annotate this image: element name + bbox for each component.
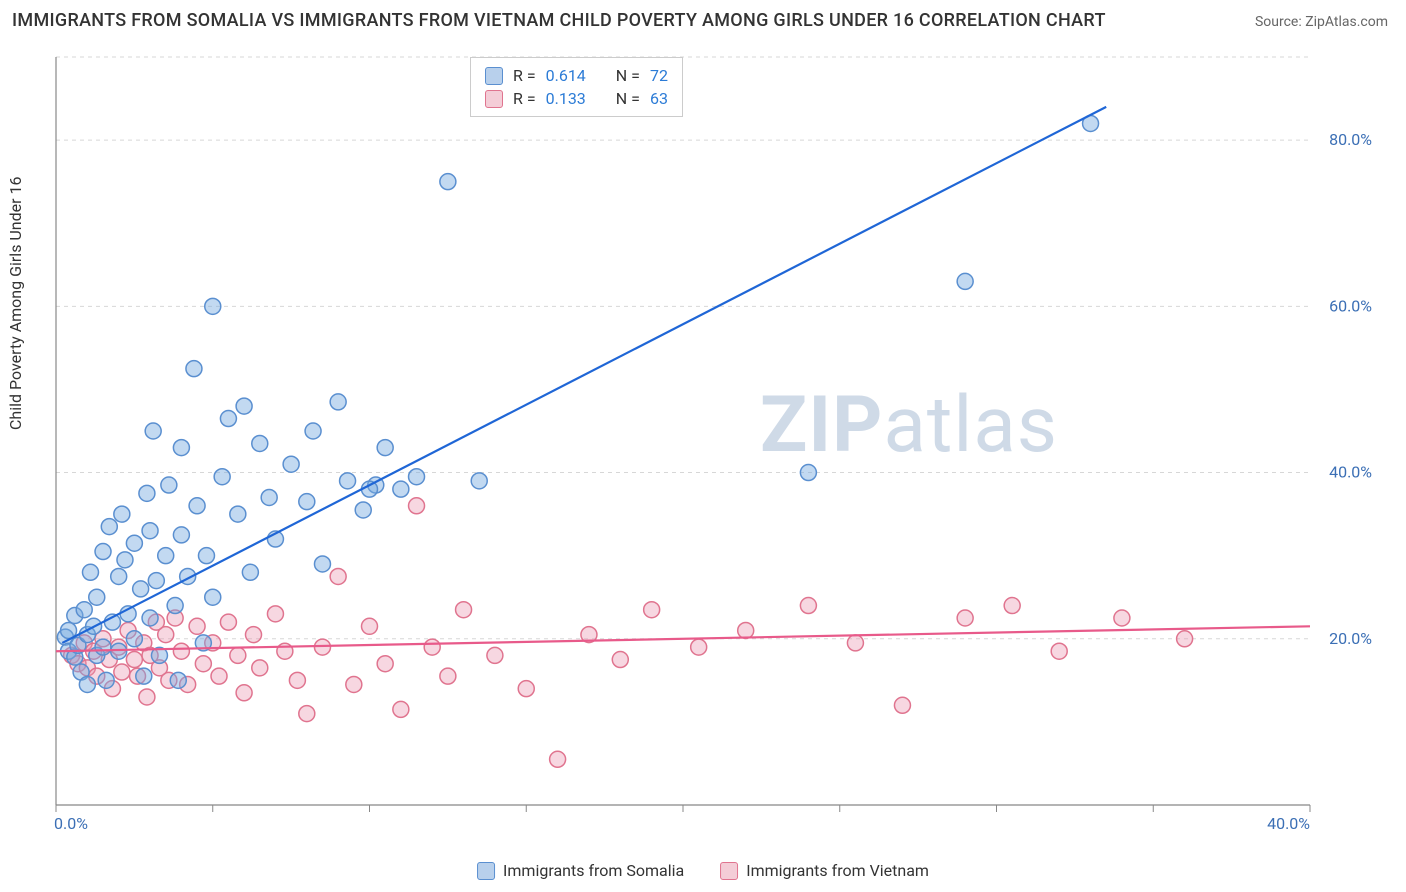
legend-item-somalia: Immigrants from Somalia: [477, 861, 684, 880]
legend-item-vietnam: Immigrants from Vietnam: [720, 861, 929, 880]
swatch-somalia-icon: [477, 862, 495, 880]
chart-container: IMMIGRANTS FROM SOMALIA VS IMMIGRANTS FR…: [0, 0, 1406, 892]
scatter-plot-svg: 20.0% 40.0% 60.0% 80.0% 0.0% 40.0%: [50, 55, 1380, 835]
stats-row-vietnam: R = 0.133 N = 63: [485, 87, 668, 110]
legend-label-somalia: Immigrants from Somalia: [503, 861, 684, 880]
svg-text:80.0%: 80.0%: [1329, 130, 1372, 149]
svg-text:20.0%: 20.0%: [1329, 629, 1372, 648]
svg-text:40.0%: 40.0%: [1329, 463, 1372, 482]
n-value-somalia: 72: [650, 66, 668, 85]
r-label: R =: [513, 89, 536, 108]
chart-title: IMMIGRANTS FROM SOMALIA VS IMMIGRANTS FR…: [12, 10, 1106, 31]
swatch-vietnam-icon: [485, 90, 503, 108]
r-label: R =: [513, 66, 536, 85]
swatch-vietnam-icon: [720, 862, 738, 880]
plot-area: 20.0% 40.0% 60.0% 80.0% 0.0% 40.0%: [50, 55, 1380, 835]
n-label: N =: [616, 66, 640, 85]
y-axis-label: Child Poverty Among Girls Under 16: [6, 176, 25, 430]
r-value-vietnam: 0.133: [546, 89, 586, 108]
r-value-somalia: 0.614: [546, 66, 586, 85]
n-value-vietnam: 63: [650, 89, 668, 108]
svg-text:60.0%: 60.0%: [1329, 296, 1372, 315]
n-label: N =: [616, 89, 640, 108]
legend-label-vietnam: Immigrants from Vietnam: [746, 861, 929, 880]
svg-text:0.0%: 0.0%: [54, 814, 88, 833]
source-attribution: Source: ZipAtlas.com: [1255, 14, 1388, 30]
stats-legend: R = 0.614 N = 72 R = 0.133 N = 63: [470, 57, 683, 117]
bottom-legend: Immigrants from Somalia Immigrants from …: [477, 861, 929, 880]
svg-text:40.0%: 40.0%: [1267, 814, 1310, 833]
swatch-somalia-icon: [485, 67, 503, 85]
stats-row-somalia: R = 0.614 N = 72: [485, 64, 668, 87]
